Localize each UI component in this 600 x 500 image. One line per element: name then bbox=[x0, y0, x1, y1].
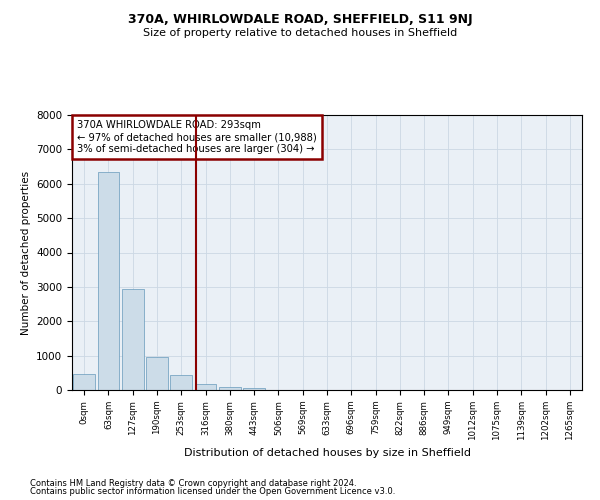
Text: Contains HM Land Registry data © Crown copyright and database right 2024.: Contains HM Land Registry data © Crown c… bbox=[30, 478, 356, 488]
Text: 370A WHIRLOWDALE ROAD: 293sqm
← 97% of detached houses are smaller (10,988)
3% o: 370A WHIRLOWDALE ROAD: 293sqm ← 97% of d… bbox=[77, 120, 317, 154]
X-axis label: Distribution of detached houses by size in Sheffield: Distribution of detached houses by size … bbox=[184, 448, 470, 458]
Bar bbox=[194, 384, 217, 390]
Y-axis label: Number of detached properties: Number of detached properties bbox=[20, 170, 31, 334]
Bar bbox=[146, 358, 168, 390]
Bar bbox=[243, 388, 265, 390]
Bar bbox=[219, 386, 241, 390]
Text: Size of property relative to detached houses in Sheffield: Size of property relative to detached ho… bbox=[143, 28, 457, 38]
Bar bbox=[122, 288, 143, 390]
Text: Contains public sector information licensed under the Open Government Licence v3: Contains public sector information licen… bbox=[30, 487, 395, 496]
Bar bbox=[170, 375, 192, 390]
Bar bbox=[97, 172, 119, 390]
Bar bbox=[73, 374, 95, 390]
Text: 370A, WHIRLOWDALE ROAD, SHEFFIELD, S11 9NJ: 370A, WHIRLOWDALE ROAD, SHEFFIELD, S11 9… bbox=[128, 12, 472, 26]
